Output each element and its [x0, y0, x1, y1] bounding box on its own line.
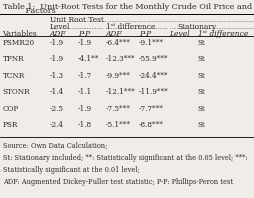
Text: ADF: ADF: [50, 30, 66, 38]
Text: -1.7: -1.7: [77, 72, 91, 80]
Text: -8.8***: -8.8***: [138, 121, 163, 129]
Text: -9.1***: -9.1***: [138, 39, 163, 47]
Text: St: St: [197, 39, 205, 47]
Text: -1.9: -1.9: [77, 105, 91, 113]
Text: Source: Own Data Calculation;: Source: Own Data Calculation;: [3, 142, 106, 149]
Text: -12.3***: -12.3***: [105, 55, 135, 63]
Text: -1.8: -1.8: [77, 121, 91, 129]
Text: Level: Level: [169, 30, 189, 38]
Text: -1.9: -1.9: [50, 55, 64, 63]
Text: -1.9: -1.9: [50, 39, 64, 47]
Text: -1.4: -1.4: [50, 88, 64, 96]
Text: -55.9***: -55.9***: [138, 55, 168, 63]
Text: St: St: [197, 88, 205, 96]
Text: PSMR20: PSMR20: [3, 39, 35, 47]
Text: Level: Level: [50, 23, 70, 31]
Text: St: Stationary included; **: Statistically significant at the 0.05 level; ***:: St: Stationary included; **: Statistical…: [3, 154, 246, 162]
Text: Statistically significant at the 0.01 level;: Statistically significant at the 0.01 le…: [3, 166, 139, 174]
Text: ADF: ADF: [105, 30, 122, 38]
Text: Unit Root Test: Unit Root Test: [50, 16, 103, 24]
Text: -5.1***: -5.1***: [105, 121, 130, 129]
Text: St: St: [197, 121, 205, 129]
Text: -24.4***: -24.4***: [138, 72, 168, 80]
Text: TCNR: TCNR: [3, 72, 25, 80]
Text: -7.7***: -7.7***: [138, 105, 163, 113]
Text: P-P: P-P: [138, 30, 151, 38]
Text: -2.4: -2.4: [50, 121, 64, 129]
Text: P-P: P-P: [77, 30, 90, 38]
Text: ADF: Augmented Dickey-Fuller test statistic; P-P: Phillips-Peron test: ADF: Augmented Dickey-Fuller test statis…: [3, 178, 232, 186]
Text: -4.1**: -4.1**: [77, 55, 99, 63]
Text: St: St: [197, 55, 205, 63]
Text: -7.5***: -7.5***: [105, 105, 130, 113]
Text: -6.4***: -6.4***: [105, 39, 130, 47]
Text: Table 1:  Unit-Root Tests for the Monthly Crude Oil Price and Related: Table 1: Unit-Root Tests for the Monthly…: [3, 3, 254, 11]
Text: -11.9***: -11.9***: [138, 88, 168, 96]
Text: St: St: [197, 105, 205, 113]
Text: PSR: PSR: [3, 121, 18, 129]
Text: -1.9: -1.9: [77, 39, 91, 47]
Text: St: St: [197, 72, 205, 80]
Text: Variables: Variables: [3, 30, 37, 38]
Text: -9.9***: -9.9***: [105, 72, 130, 80]
Text: COP: COP: [3, 105, 19, 113]
Text: -1.1: -1.1: [77, 88, 92, 96]
Text: -1.3: -1.3: [50, 72, 64, 80]
Text: 1ˢᵗ difference: 1ˢᵗ difference: [197, 30, 247, 38]
Text: TPNR: TPNR: [3, 55, 24, 63]
Text: -2.5: -2.5: [50, 105, 64, 113]
Text: 1ˢᵗ difference: 1ˢᵗ difference: [105, 23, 155, 31]
Text: STONR: STONR: [3, 88, 30, 96]
Text: -12.1***: -12.1***: [105, 88, 135, 96]
Text: Factors: Factors: [3, 7, 55, 15]
Text: Stationary: Stationary: [177, 23, 215, 31]
